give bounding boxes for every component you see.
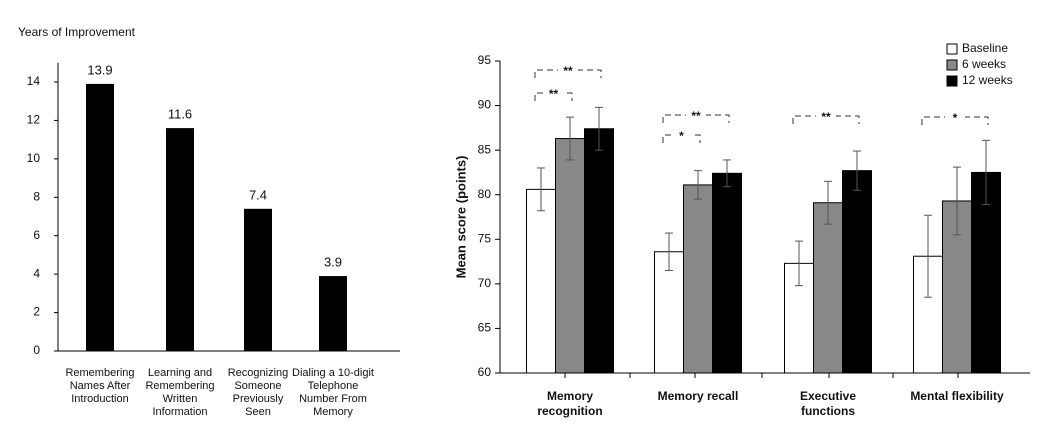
bracket-label-bg bbox=[945, 111, 965, 123]
y-tick-label: 4 bbox=[33, 266, 40, 280]
x-tick-label: Recognizing Someone Previously Seen bbox=[228, 367, 289, 418]
significance-label: * bbox=[679, 129, 684, 143]
legend-label: 12 weeks bbox=[962, 73, 1013, 87]
significance-label: * bbox=[953, 111, 958, 125]
bracket-label-bg bbox=[543, 87, 564, 99]
x-tick-label-line: recognition bbox=[537, 404, 602, 418]
y-tick-label: 95 bbox=[478, 53, 492, 67]
bar bbox=[555, 138, 585, 374]
error-bar bbox=[537, 167, 545, 212]
bar bbox=[971, 171, 1001, 374]
y-tick-label: 90 bbox=[478, 98, 492, 112]
bar bbox=[683, 184, 713, 374]
error-bar bbox=[924, 214, 932, 298]
x-tick-label-line: Names After bbox=[70, 380, 131, 392]
error-bar bbox=[795, 240, 803, 287]
x-tick-label: Memory recall bbox=[658, 389, 739, 403]
bracket-label-bg bbox=[686, 109, 706, 121]
x-tick-label-line: Dialing a 10-digit bbox=[292, 367, 374, 379]
y-tick-label: 2 bbox=[33, 305, 40, 319]
y-tick-label: 80 bbox=[478, 187, 492, 201]
value-label: 11.6 bbox=[168, 107, 192, 122]
x-tick-label: Remembering Names After Introduction bbox=[65, 367, 134, 405]
bar bbox=[584, 128, 614, 374]
error-bar bbox=[723, 159, 731, 188]
y-tick-label: 14 bbox=[27, 74, 41, 88]
bar bbox=[654, 251, 684, 374]
x-tick-label-line: Remembering bbox=[145, 380, 214, 392]
legend-swatch bbox=[946, 43, 958, 55]
x-tick-label-line: Information bbox=[152, 406, 207, 418]
y-tick-label: 70 bbox=[478, 276, 492, 290]
bar bbox=[526, 188, 556, 374]
significance-label: ** bbox=[821, 110, 831, 124]
x-tick-label-line: Telephone bbox=[308, 380, 359, 392]
bracket-label-bg bbox=[558, 64, 578, 76]
x-tick-label-line: Memory bbox=[547, 389, 593, 403]
value-label: 3.9 bbox=[324, 255, 342, 270]
x-tick-label-line: Recognizing bbox=[228, 367, 289, 379]
error-bar bbox=[665, 232, 673, 271]
x-tick-label: Dialing a 10-digit Telephone Number From Me… bbox=[292, 367, 374, 418]
x-tick-label: Mental flexibility bbox=[910, 389, 1004, 403]
bar bbox=[166, 128, 194, 351]
y-tick-label: 65 bbox=[478, 321, 492, 335]
x-tick-label-line: Memory bbox=[313, 406, 353, 418]
x-tick-label-line: Seen bbox=[245, 406, 271, 418]
value-label: 13.9 bbox=[87, 62, 112, 77]
y-tick-label: 0 bbox=[33, 343, 40, 357]
error-bar bbox=[982, 139, 990, 206]
error-bar bbox=[566, 116, 574, 161]
x-tick-label: Memory recognition bbox=[537, 389, 602, 418]
x-tick-label-line: Someone bbox=[234, 380, 281, 392]
value-label: 7.4 bbox=[249, 187, 267, 202]
error-bar bbox=[853, 150, 861, 191]
y-tick-label: 10 bbox=[27, 151, 41, 165]
bar bbox=[813, 202, 843, 374]
x-tick-label-line: functions bbox=[801, 404, 855, 418]
legend-label: 6 weeks bbox=[962, 57, 1006, 71]
bracket-label-bg bbox=[671, 129, 692, 141]
legend-swatch bbox=[946, 59, 958, 71]
significance-label: ** bbox=[691, 109, 701, 123]
x-tick-label-line: Executive bbox=[800, 389, 856, 403]
x-tick-label-line: Written bbox=[163, 393, 198, 405]
bar bbox=[712, 172, 742, 374]
y-tick-label: 6 bbox=[33, 228, 40, 242]
y-tick-label: 8 bbox=[33, 189, 40, 203]
error-bar bbox=[824, 180, 832, 225]
y-tick-label: 12 bbox=[27, 113, 41, 127]
bar bbox=[319, 276, 347, 351]
y-tick-label: 75 bbox=[478, 231, 492, 245]
x-tick-label: Executive functions bbox=[800, 389, 856, 418]
x-tick-label-line: Remembering bbox=[65, 367, 134, 379]
legend-label: Baseline bbox=[962, 41, 1008, 55]
significance-label: ** bbox=[549, 87, 559, 101]
significance-label: ** bbox=[563, 64, 573, 78]
y-tick-label: 60 bbox=[478, 365, 492, 379]
x-tick-label-line: Previously bbox=[233, 393, 284, 405]
x-tick-label: Learning and Remembering Written Informatio… bbox=[145, 367, 214, 418]
significance-bracket bbox=[534, 92, 573, 101]
error-bar bbox=[953, 166, 961, 236]
error-bar bbox=[595, 106, 603, 151]
x-tick-label-line: Number From bbox=[299, 393, 367, 405]
bar bbox=[244, 208, 272, 351]
error-bar bbox=[694, 170, 702, 200]
x-tick-label-line: Introduction bbox=[71, 393, 128, 405]
x-tick-label-line: Memory recall bbox=[658, 389, 739, 403]
y-axis-label: Mean score (points) bbox=[453, 156, 468, 279]
bracket-label-bg bbox=[816, 110, 836, 122]
significance-bracket bbox=[662, 134, 701, 143]
y-tick-label: 85 bbox=[478, 142, 492, 156]
chart-title: Years of Improvement bbox=[18, 25, 136, 39]
x-tick-label-line: Learning and bbox=[148, 367, 212, 379]
legend-swatch bbox=[946, 75, 958, 87]
bar bbox=[86, 83, 114, 352]
x-tick-label-line: Mental flexibility bbox=[910, 389, 1004, 403]
bar bbox=[842, 170, 872, 374]
